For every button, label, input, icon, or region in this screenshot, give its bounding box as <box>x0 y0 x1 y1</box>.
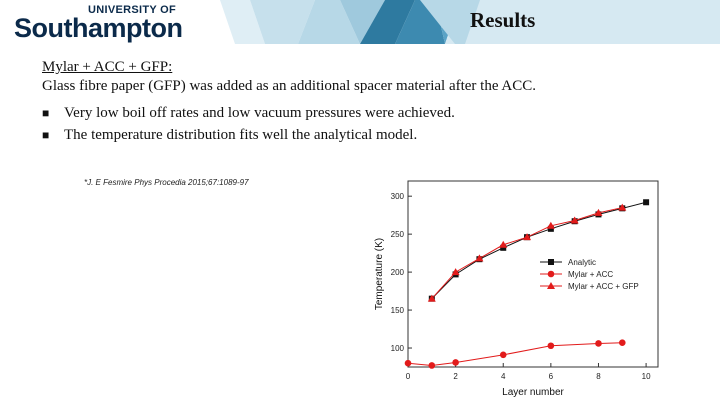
legend-label: Analytic <box>568 258 596 267</box>
bullet-item: ■ Very low boil off rates and low vacuum … <box>42 104 702 123</box>
banner-shape-3 <box>298 0 360 44</box>
data-point-triangle <box>475 254 484 262</box>
x-tick-label: 4 <box>501 372 506 381</box>
y-tick-label: 200 <box>391 268 405 277</box>
reference-citation: *J. E Fesmire Phys Procedia 2015;67:1089… <box>84 178 249 187</box>
banner-shape-8 <box>445 0 720 44</box>
data-point-circle <box>547 270 555 278</box>
data-point-triangle <box>523 233 532 241</box>
data-point-square <box>548 259 554 265</box>
bullet-text: The temperature distribution fits well t… <box>64 127 418 143</box>
data-point-circle <box>404 359 412 367</box>
plot-frame <box>407 180 659 368</box>
banner-shape-5 <box>360 0 415 44</box>
data-point-triangle <box>451 268 460 276</box>
banner-shape-2 <box>250 0 315 44</box>
section-heading: Mylar + ACC + GFP: <box>42 59 173 75</box>
series-line <box>431 201 647 300</box>
bullet-marker-icon: ■ <box>42 106 50 120</box>
x-tick-label: 2 <box>453 372 458 381</box>
x-tick-label: 6 <box>549 372 554 381</box>
header-banner <box>220 0 720 44</box>
data-point-square <box>547 225 554 232</box>
data-point-circle <box>428 362 436 369</box>
bullet-marker-icon: ■ <box>42 128 50 142</box>
slide-header: UNIVERSITY OF Southampton Results <box>0 0 720 48</box>
data-point-circle <box>618 339 626 347</box>
x-tick-label: 0 <box>406 372 411 381</box>
page-title: Results <box>470 8 536 32</box>
temperature-chart: 0 2 4 6 8 10 100 150 200 250 300 Layer number Temper… <box>374 180 659 398</box>
data-point-circle <box>547 342 555 350</box>
data-point-square <box>643 199 650 206</box>
y-axis-label: Temperature (K) <box>374 238 385 310</box>
x-axis-label: Layer number <box>502 387 564 398</box>
banner-shape-9 <box>420 0 480 44</box>
x-tick-label: 10 <box>642 372 651 381</box>
data-point-triangle <box>427 294 436 302</box>
y-tick-label: 300 <box>391 192 405 201</box>
series-line <box>407 342 623 366</box>
data-point-triangle <box>547 282 555 289</box>
data-point-square <box>500 244 507 251</box>
bullet-list: ■ Very low boil off rates and low vacuum … <box>42 104 702 145</box>
data-point-triangle <box>570 216 579 224</box>
data-point-circle <box>499 351 507 359</box>
bullet-text: Very low boil off rates and low vacuum p… <box>64 105 455 121</box>
legend-label: Mylar + ACC <box>568 270 613 279</box>
logo-top-text: UNIVERSITY OF <box>88 4 177 16</box>
data-point-triangle <box>594 208 603 216</box>
main-content: Mylar + ACC + GFP: Glass fibre paper (GF… <box>42 58 702 148</box>
y-tick-label: 150 <box>391 306 405 315</box>
data-point-triangle <box>618 203 627 211</box>
data-point-circle <box>452 359 459 366</box>
banner-shape-4 <box>340 0 385 44</box>
x-tick-label: 8 <box>596 372 601 381</box>
data-point-triangle <box>546 221 555 229</box>
data-point-triangle <box>499 240 508 248</box>
y-tick-label: 250 <box>391 230 405 239</box>
legend-label: Mylar + ACC + GFP <box>568 282 639 291</box>
data-point-circle <box>595 340 602 347</box>
university-logo: UNIVERSITY OF Southampton <box>14 2 214 46</box>
bullet-item: ■ The temperature distribution fits well … <box>42 126 702 145</box>
y-tick-label: 100 <box>391 344 405 353</box>
section-description: Glass fibre paper (GFP) was added as an … <box>42 78 537 94</box>
logo-main-text: Southampton <box>14 13 183 43</box>
